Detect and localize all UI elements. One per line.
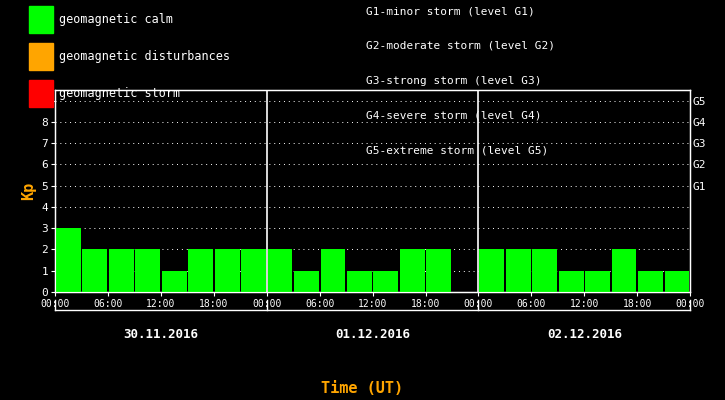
Text: 30.11.2016: 30.11.2016 [123, 328, 199, 341]
Text: G4-severe storm (level G4): G4-severe storm (level G4) [366, 110, 542, 120]
Bar [506, 250, 531, 292]
Bar [136, 250, 160, 292]
Text: geomagnetic calm: geomagnetic calm [59, 13, 173, 26]
Bar [479, 250, 504, 292]
Bar [373, 271, 398, 292]
Bar [585, 271, 610, 292]
Text: G1-minor storm (level G1): G1-minor storm (level G1) [366, 6, 535, 16]
Bar [612, 250, 637, 292]
Bar [215, 250, 239, 292]
Bar [268, 250, 292, 292]
Text: geomagnetic storm: geomagnetic storm [59, 87, 181, 100]
Bar [162, 271, 186, 292]
Bar [400, 250, 425, 292]
Bar [638, 271, 663, 292]
Bar [83, 250, 107, 292]
Text: 01.12.2016: 01.12.2016 [335, 328, 410, 341]
Text: G5-extreme storm (level G5): G5-extreme storm (level G5) [366, 145, 548, 155]
Bar [665, 271, 689, 292]
Y-axis label: Kp: Kp [21, 182, 36, 200]
Bar [532, 250, 557, 292]
Bar [109, 250, 133, 292]
Bar [426, 250, 451, 292]
Text: Time (UT): Time (UT) [321, 381, 404, 396]
Text: geomagnetic disturbances: geomagnetic disturbances [59, 50, 231, 63]
Bar [56, 228, 80, 292]
Bar [188, 250, 213, 292]
Text: G3-strong storm (level G3): G3-strong storm (level G3) [366, 76, 542, 86]
Bar [320, 250, 345, 292]
Bar [241, 250, 266, 292]
Bar [347, 271, 372, 292]
Bar [559, 271, 584, 292]
Text: G2-moderate storm (level G2): G2-moderate storm (level G2) [366, 41, 555, 51]
Bar [294, 271, 319, 292]
Text: 02.12.2016: 02.12.2016 [547, 328, 622, 341]
